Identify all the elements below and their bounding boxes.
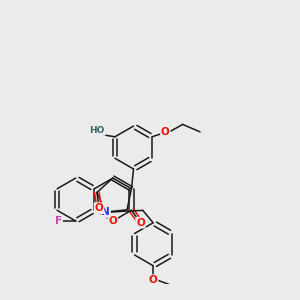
Text: O: O — [149, 275, 158, 285]
Text: O: O — [161, 127, 170, 137]
Text: HO: HO — [89, 126, 105, 135]
Text: N: N — [101, 207, 110, 217]
Text: F: F — [55, 216, 62, 226]
Text: O: O — [136, 218, 145, 228]
Text: O: O — [94, 203, 103, 213]
Text: O: O — [109, 216, 117, 226]
